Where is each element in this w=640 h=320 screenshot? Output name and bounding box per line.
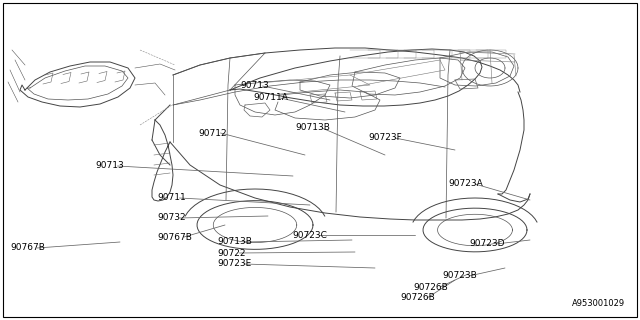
- Text: 90713B: 90713B: [217, 237, 252, 246]
- Text: 90722: 90722: [217, 249, 246, 258]
- Text: 90723B: 90723B: [442, 271, 477, 281]
- Text: 90723F: 90723F: [368, 133, 402, 142]
- Text: 90723D: 90723D: [469, 239, 504, 249]
- Text: 90723C: 90723C: [292, 230, 327, 239]
- Text: 90732: 90732: [157, 213, 186, 222]
- Text: 90723E: 90723E: [217, 260, 252, 268]
- Text: 90767B: 90767B: [10, 244, 45, 252]
- Text: A953001029: A953001029: [572, 299, 625, 308]
- Text: 90767B: 90767B: [157, 233, 192, 242]
- Text: 90726B: 90726B: [413, 283, 448, 292]
- Text: 90713: 90713: [95, 162, 124, 171]
- Text: 90723A: 90723A: [448, 180, 483, 188]
- Text: 90712: 90712: [198, 129, 227, 138]
- Text: 90713B: 90713B: [295, 124, 330, 132]
- Text: 90713: 90713: [240, 82, 269, 91]
- Text: 90711A: 90711A: [253, 93, 288, 102]
- Text: 90726B: 90726B: [400, 293, 435, 302]
- Text: 90711: 90711: [157, 194, 186, 203]
